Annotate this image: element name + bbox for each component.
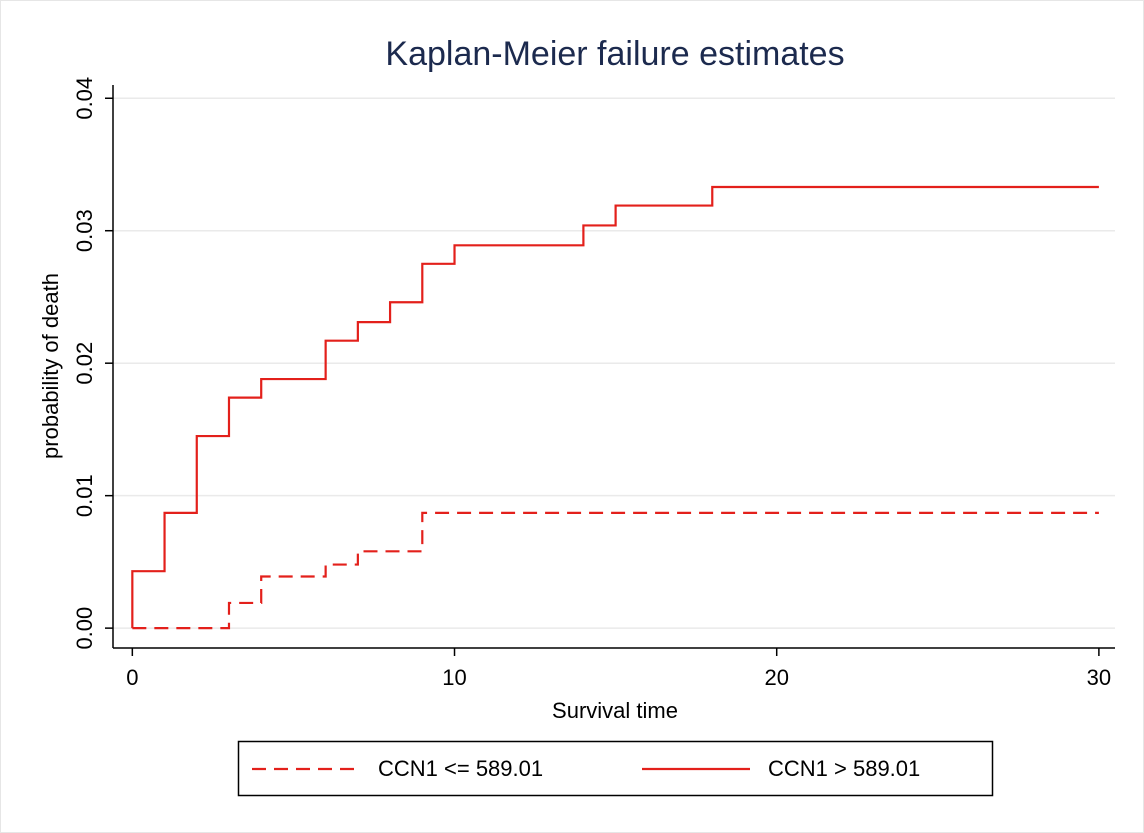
y-tick-label: 0.00 [72, 607, 97, 650]
legend-box [237, 740, 994, 797]
legend-label: CCN1 > 589.01 [768, 756, 920, 781]
x-axis-label: Survival time [552, 698, 678, 723]
x-tick-label: 0 [126, 665, 138, 690]
line-series [132, 511, 1099, 630]
y-tick-label: 0.03 [72, 209, 97, 252]
chart-title: Kaplan-Meier failure estimates [385, 35, 844, 73]
x-tick-label: 30 [1087, 665, 1111, 690]
x-tick-label: 10 [442, 665, 466, 690]
legend-label: CCN1 <= 589.01 [378, 756, 543, 781]
y-tick-label: 0.02 [72, 342, 97, 385]
y-tick-label: 0.04 [72, 77, 97, 120]
y-tick-label: 0.01 [72, 474, 97, 517]
x-tick-label: 20 [764, 665, 788, 690]
y-axis-label: probability of death [38, 273, 63, 459]
line-series [131, 185, 1099, 629]
